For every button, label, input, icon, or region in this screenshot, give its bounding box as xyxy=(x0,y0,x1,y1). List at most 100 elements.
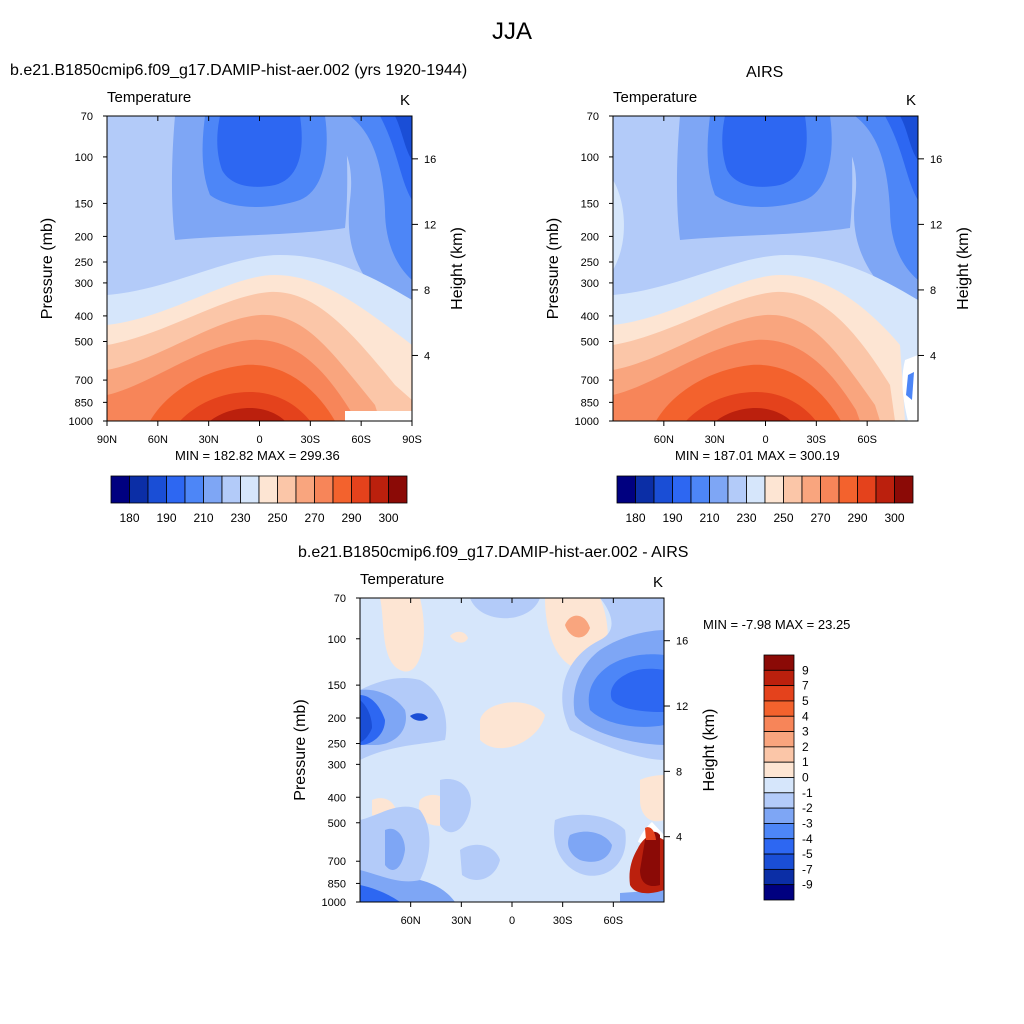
panel3-xtick-label: 60N xyxy=(401,915,421,927)
panel2-colorbar-label: 300 xyxy=(884,511,904,525)
panel1-ytick-label: 250 xyxy=(75,257,93,269)
panel2-colorbar-label: 190 xyxy=(662,511,682,525)
panel2-xtick-label: 30N xyxy=(705,434,725,446)
panel3-colorbar-label: 3 xyxy=(802,725,809,739)
panel1-contour-field xyxy=(107,116,412,421)
panel3-colorbar-swatch xyxy=(763,761,795,778)
panel2-subtitle-left: Temperature xyxy=(613,89,698,106)
panel3-colorbar-swatch xyxy=(763,868,795,886)
panel3-colorbar-label: 2 xyxy=(802,740,809,754)
panel2-ytick-label: 1000 xyxy=(575,416,599,428)
panel1-xtick-label: 0 xyxy=(256,434,262,446)
panel3-ytick-label: 150 xyxy=(328,680,346,692)
panel2-height-tick-label: 4 xyxy=(930,350,936,362)
panel1-ytick-label: 1000 xyxy=(69,416,93,428)
panel3-xtick-label: 0 xyxy=(509,915,515,927)
panel2-xtick-label: 0 xyxy=(762,434,768,446)
panel1-colorbar-swatch xyxy=(369,475,389,504)
panel2-xtick-label: 30S xyxy=(807,434,827,446)
panel3-axes: 70 100 150 200 250 300 400 500 700 850 1000 4 8 12 16 6… xyxy=(292,593,718,927)
panel3-colorbar-swatch xyxy=(763,654,795,671)
panel1-colorbar-swatch xyxy=(351,475,371,504)
panel3-colorbar-label: -3 xyxy=(802,816,813,830)
panel3-colorbar-label: 4 xyxy=(802,709,809,723)
panel1-xtick-label: 30N xyxy=(199,434,219,446)
panel1-colorbar-swatch xyxy=(388,475,408,504)
panel3-ytick-label: 1000 xyxy=(322,897,346,909)
panel2-colorbar-swatch xyxy=(764,475,784,504)
panel2-subtitle-right: K xyxy=(906,92,917,109)
panel1-xtick-label: 90N xyxy=(97,434,117,446)
panel2-colorbar-swatch xyxy=(801,475,821,504)
panel1-colorbar-swatch xyxy=(166,475,186,504)
panel2-ytick-label: 100 xyxy=(581,152,599,164)
panel2-colorbar-swatch xyxy=(690,475,710,504)
panel2-ytick-label: 500 xyxy=(581,337,599,349)
panel1-colorbar-swatch xyxy=(110,475,130,504)
panel3-colorbar-label: -7 xyxy=(802,862,813,876)
panel2-colorbar-swatch xyxy=(746,475,766,504)
panel2-colorbar-swatch xyxy=(727,475,747,504)
panel3-ytick-label: 500 xyxy=(328,818,346,830)
panel1-xtick-label: 30S xyxy=(301,434,321,446)
panel1-colorbar-label: 190 xyxy=(156,511,176,525)
panel3-colorbar-swatch xyxy=(763,715,795,732)
panel2-ytick-label: 150 xyxy=(581,198,599,210)
panel3-colorbar-swatch xyxy=(763,792,795,809)
panel1-title: b.e21.B1850cmip6.f09_g17.DAMIP-hist-aer.… xyxy=(10,62,468,79)
panel1-colorbar-swatch xyxy=(240,475,260,504)
panel3-height-tick-label: 12 xyxy=(676,701,688,713)
panel1-height-tick-label: 4 xyxy=(424,350,430,362)
panel2-ylabel-right-text: Height (km) xyxy=(955,227,972,310)
panel1-ytick-label: 700 xyxy=(75,375,93,387)
panel1-ytick-label: 70 xyxy=(81,111,93,123)
panel3-colorbar-swatch xyxy=(763,685,795,702)
panel3-ylabel-text: Pressure (mb) xyxy=(292,699,309,800)
panel3-ytick-label: 200 xyxy=(328,713,346,725)
panel3-colorbar-swatch xyxy=(763,884,795,901)
panel2-colorbar-swatch xyxy=(894,475,914,504)
panel1-ylabel-text: Pressure (mb) xyxy=(39,218,56,319)
panel2-height-tick-label: 12 xyxy=(930,219,942,231)
panel2-colorbar-label: 210 xyxy=(699,511,719,525)
panel2-ytick-label: 300 xyxy=(581,278,599,290)
panel3-ytick-label: 100 xyxy=(328,634,346,646)
panel3-colorbar-label: -4 xyxy=(802,832,813,846)
panel1-colorbar-swatch xyxy=(295,475,315,504)
panel2-colorbar-swatch xyxy=(653,475,673,504)
panel1-colorbar-label: 230 xyxy=(230,511,250,525)
figure-title: JJA xyxy=(491,18,532,45)
panel2-colorbar-label: 230 xyxy=(736,511,756,525)
panel1-ytick-label: 200 xyxy=(75,231,93,243)
panel1-colorbar-label: 180 xyxy=(119,511,139,525)
panel1-height-tick-label: 12 xyxy=(424,219,436,231)
panel2-title: AIRS xyxy=(746,64,784,81)
panel3-colorbar-swatch xyxy=(763,669,795,687)
panel3-height-tick-label: 4 xyxy=(676,832,682,844)
panel3-ytick-label: 250 xyxy=(328,739,346,751)
panel1-colorbar-label: 210 xyxy=(193,511,213,525)
panel3-colorbar-swatch xyxy=(763,746,795,763)
panel3-subtitle-right: K xyxy=(653,574,664,591)
panel2-colorbar-label: 180 xyxy=(625,511,645,525)
panel2-xtick-label: 60S xyxy=(857,434,877,446)
panel2-colorbar-swatch xyxy=(875,475,895,504)
panel3-colorbar-swatch xyxy=(763,731,795,748)
panel3-ytick-label: 400 xyxy=(328,792,346,804)
panel1-subtitle-left: Temperature xyxy=(107,89,192,106)
panel1-colorbar-label: 300 xyxy=(378,511,398,525)
panel1-ytick-label: 500 xyxy=(75,337,93,349)
panel2-colorbar-swatch xyxy=(709,475,729,504)
panel1-stats: MIN = 182.82 MAX = 299.36 xyxy=(175,448,340,463)
panel2-axes: 70 100 150 200 250 300 400 500 700 850 1000 4 8 12 16 6… xyxy=(545,111,972,446)
panel3-colorbar-label: -1 xyxy=(802,786,813,800)
panel3-contour-field xyxy=(360,598,664,902)
panel3-ylabel-right-text: Height (km) xyxy=(701,709,718,792)
panel2-ytick-label: 250 xyxy=(581,257,599,269)
panel1-colorbar-swatch xyxy=(258,475,278,504)
panel1-colorbar-label: 270 xyxy=(304,511,324,525)
panel3-colorbar-label: 0 xyxy=(802,771,809,785)
panel2-colorbar-label: 270 xyxy=(810,511,830,525)
panel2-colorbar-swatch xyxy=(820,475,840,504)
panel3-colorbar-label: 1 xyxy=(802,755,809,769)
